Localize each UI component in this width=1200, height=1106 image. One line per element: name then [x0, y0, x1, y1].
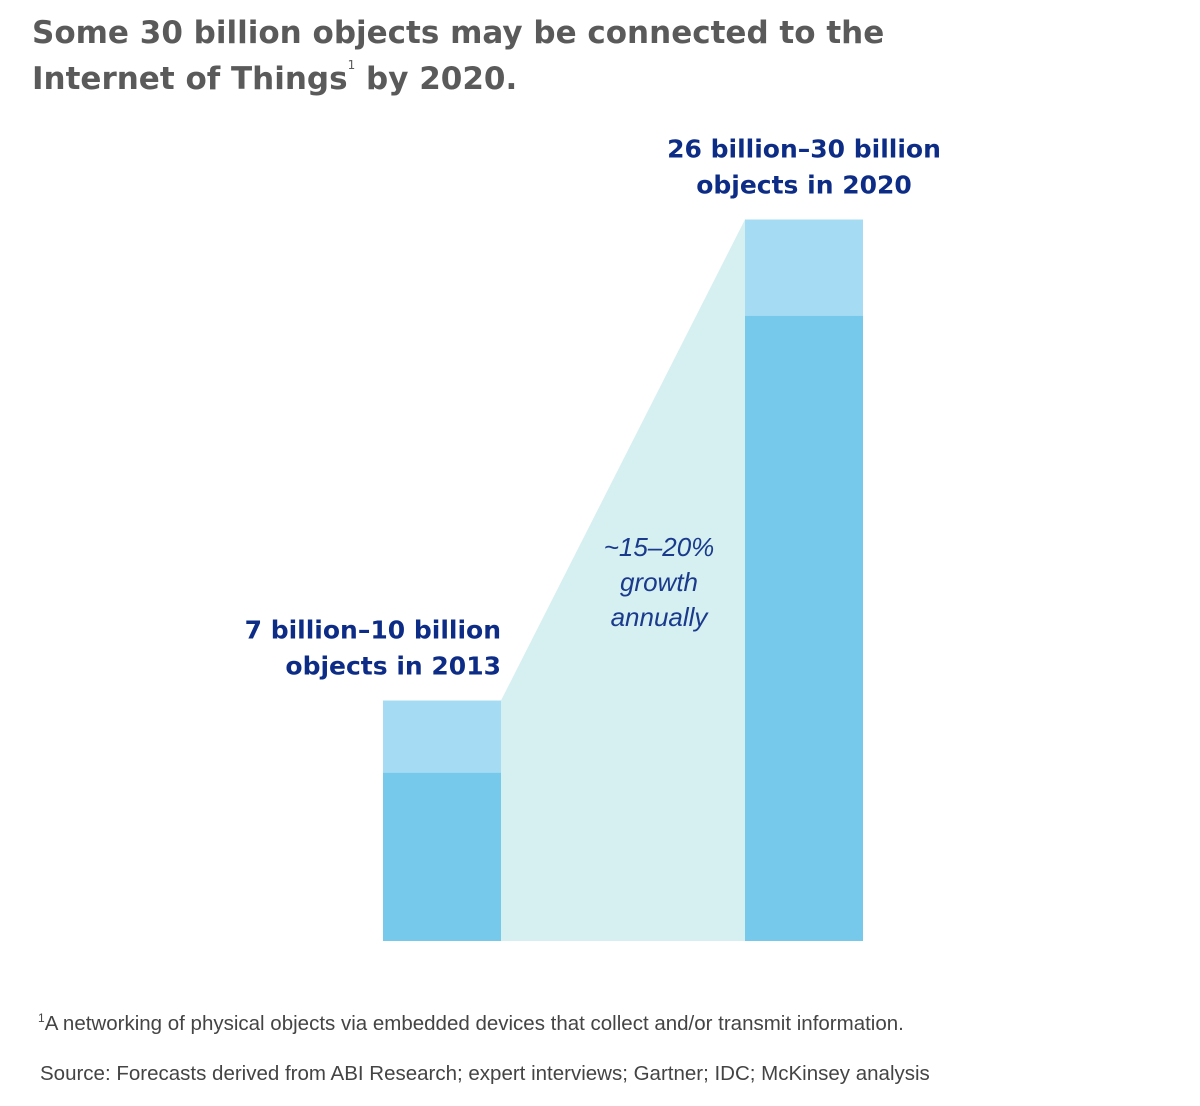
bar-label-2020-line-1: 26 billion–30 billion	[667, 135, 941, 164]
title-line-2-prefix: Internet of Things	[32, 61, 348, 97]
source-note: Source: Forecasts derived from ABI Resea…	[40, 1062, 930, 1085]
bars-layer	[383, 219, 863, 941]
bar-low-2013	[383, 772, 501, 941]
growth-annotation-line-1: ~15–20%	[604, 532, 715, 562]
title-line-2: Internet of Things1 by 2020.	[32, 56, 1132, 102]
bar-label-2020-line-2: objects in 2020	[696, 171, 912, 200]
title-line-2-suffix: by 2020.	[355, 61, 518, 97]
footnote-text: A networking of physical objects via emb…	[44, 1012, 904, 1035]
footnote: 1A networking of physical objects via em…	[38, 1012, 904, 1036]
growth-annotation-line-2: growth	[620, 567, 698, 597]
bar-labels-layer: 7 billion–10 billion objects in 2013 26 bi…	[245, 135, 941, 681]
bar-range-2013	[383, 700, 501, 773]
chart-svg: 7 billion–10 billion objects in 2013 26 bi…	[245, 135, 941, 941]
title-line-1: Some 30 billion objects may be connected…	[32, 15, 885, 51]
bar-label-2013-line-2: objects in 2013	[285, 652, 501, 681]
bar-low-2020	[745, 315, 863, 941]
bar-range-2020	[745, 219, 863, 316]
title-footnote-marker: 1	[347, 58, 356, 72]
growth-annotation: ~15–20% growth annually	[604, 532, 715, 632]
growth-band	[501, 219, 745, 941]
chart-title: Some 30 billion objects may be connected…	[32, 10, 1132, 102]
bar-label-2013-line-1: 7 billion–10 billion	[245, 616, 501, 645]
growth-annotation-line-3: annually	[611, 602, 710, 632]
footnote-marker: 1	[38, 1011, 45, 1025]
